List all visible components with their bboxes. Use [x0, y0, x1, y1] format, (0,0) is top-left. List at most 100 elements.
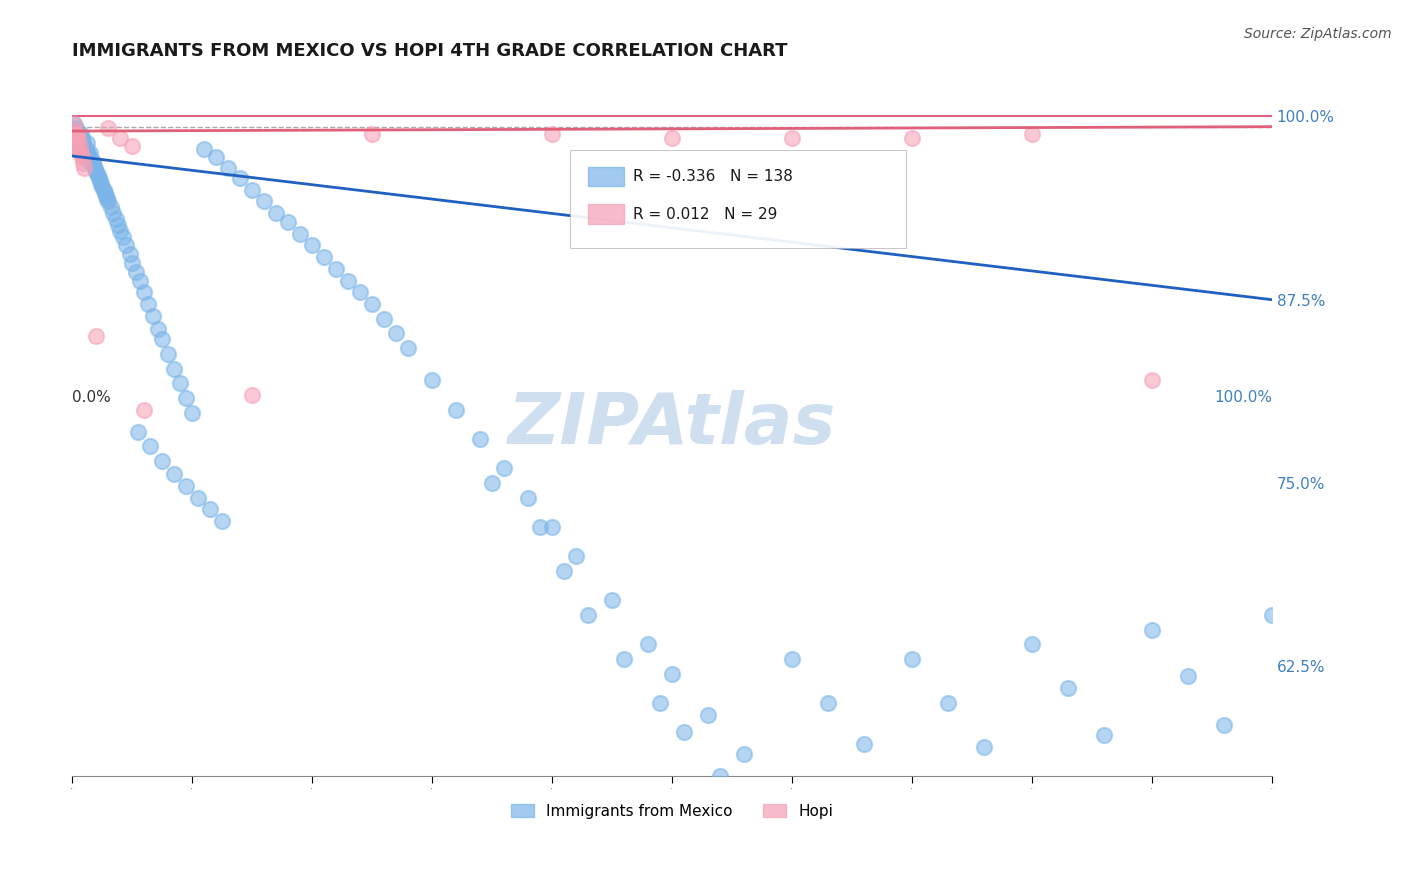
Point — [337, 274, 360, 288]
Point — [444, 402, 467, 417]
Point — [134, 285, 156, 300]
Point — [697, 707, 720, 722]
Point — [136, 297, 159, 311]
Point — [73, 161, 96, 175]
Point — [73, 147, 96, 161]
Point — [1261, 607, 1284, 622]
Point — [828, 887, 851, 892]
Point — [72, 156, 94, 170]
Point — [661, 666, 683, 681]
Point — [73, 138, 96, 153]
Point — [89, 174, 111, 188]
Point — [793, 857, 815, 871]
Point — [385, 326, 408, 341]
Point — [69, 136, 91, 150]
Point — [936, 696, 959, 710]
Bar — [588, 204, 624, 224]
Point — [650, 696, 672, 710]
Point — [193, 142, 215, 156]
Point — [150, 454, 173, 468]
Point — [69, 138, 91, 153]
Point — [110, 131, 132, 145]
Point — [673, 725, 696, 739]
Point — [217, 161, 239, 175]
Point — [115, 238, 138, 252]
Text: Source: ZipAtlas.com: Source: ZipAtlas.com — [1244, 27, 1392, 41]
Point — [83, 159, 105, 173]
Point — [63, 124, 86, 138]
Legend: Immigrants from Mexico, Hopi: Immigrants from Mexico, Hopi — [505, 797, 839, 825]
Bar — [588, 167, 624, 186]
Point — [163, 467, 186, 482]
Point — [63, 131, 86, 145]
Point — [66, 127, 89, 141]
Point — [780, 131, 803, 145]
Point — [1140, 623, 1163, 637]
Point — [853, 737, 876, 751]
Point — [1021, 127, 1043, 141]
Point — [240, 183, 263, 197]
Point — [576, 607, 599, 622]
Point — [481, 475, 503, 490]
Point — [517, 491, 540, 505]
Point — [553, 564, 575, 578]
Point — [200, 502, 222, 516]
Point — [86, 329, 108, 343]
Point — [163, 361, 186, 376]
Point — [66, 124, 89, 138]
Point — [139, 439, 162, 453]
Point — [1057, 681, 1080, 696]
Point — [96, 192, 118, 206]
Point — [69, 146, 91, 161]
FancyBboxPatch shape — [571, 150, 905, 248]
Point — [661, 131, 683, 145]
Point — [79, 154, 101, 169]
Point — [62, 136, 84, 150]
Point — [97, 121, 120, 136]
Point — [1177, 669, 1199, 683]
Text: ZIPAtlas: ZIPAtlas — [508, 390, 837, 458]
Point — [86, 165, 108, 179]
Point — [600, 593, 623, 607]
Point — [1021, 637, 1043, 651]
Point — [470, 432, 492, 446]
Point — [79, 146, 101, 161]
Point — [290, 227, 312, 241]
Point — [709, 769, 731, 783]
Point — [69, 131, 91, 145]
Point — [529, 520, 551, 534]
Point — [66, 138, 89, 153]
Point — [67, 134, 90, 148]
Text: 100.0%: 100.0% — [1213, 390, 1272, 405]
Point — [121, 138, 143, 153]
Point — [733, 747, 755, 761]
Point — [93, 183, 115, 197]
Point — [67, 131, 90, 145]
Point — [76, 136, 98, 150]
Point — [65, 142, 87, 156]
Point — [72, 134, 94, 148]
Point — [277, 215, 299, 229]
Point — [541, 520, 564, 534]
Point — [266, 206, 288, 220]
Point — [70, 151, 93, 165]
Point — [146, 322, 169, 336]
Point — [101, 206, 124, 220]
Point — [1092, 728, 1115, 742]
Point — [69, 138, 91, 153]
Point — [66, 138, 89, 153]
Point — [127, 425, 149, 439]
Point — [361, 297, 384, 311]
Text: 0.0%: 0.0% — [72, 390, 111, 405]
Point — [301, 238, 323, 252]
Point — [565, 549, 588, 564]
Point — [1140, 373, 1163, 387]
Point — [84, 162, 107, 177]
Point — [104, 212, 127, 227]
Point — [973, 739, 995, 754]
Point — [361, 127, 384, 141]
Point — [240, 388, 263, 402]
Point — [65, 121, 87, 136]
Point — [76, 145, 98, 159]
Point — [70, 142, 93, 156]
